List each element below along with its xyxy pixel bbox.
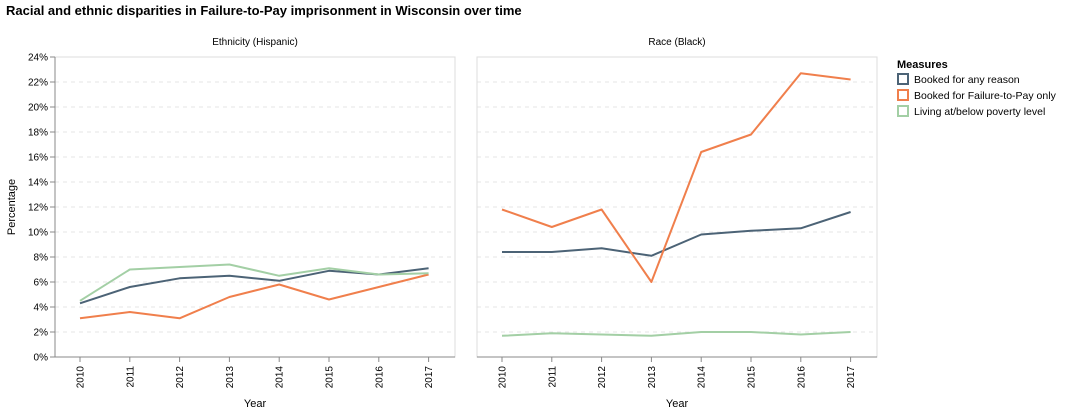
x-tick-label: 2010 [76,366,87,389]
chart-panels: Ethnicity (Hispanic) 0% 2% 4% 6% 8% 10% 12% 14% 1… [6,37,878,410]
y-axis-title: Percentage [6,179,18,235]
y-tick-label: 2% [34,328,49,339]
x-tick-label: 2013 [647,366,658,389]
x-tick-label: 2016 [374,366,385,389]
y-tick-label: 10% [28,228,48,239]
panel-title: Race (Black) [648,37,705,48]
legend-label-booked-any-reason: Booked for any reason [914,74,1020,86]
y-tick-label: 20% [28,103,48,114]
x-tick-label: 2016 [796,366,807,389]
series-line-booked-any-reason [502,211,851,257]
y-tick-label: 22% [28,78,48,89]
legend-label-booked-ftp-only: Booked for Failure-to-Pay only [914,90,1057,102]
x-tick-label: 2014 [697,366,708,389]
x-tick-label: 2015 [747,366,758,389]
x-tick-label: 2011 [547,366,558,388]
x-tick-label: 2010 [498,366,509,389]
x-tick-label: 2012 [175,366,186,389]
x-tick-label: 2015 [325,366,336,389]
series-line-booked-ftp-only [79,273,429,320]
y-tick-label: 6% [34,278,49,289]
legend-swatch-booked-any-reason [897,73,909,85]
y-tick-label: 12% [28,203,48,214]
y-tick-label: 0% [34,353,49,364]
legend: Measures Booked for any reason Booked for … [897,59,1057,118]
legend-label-poverty-level: Living at/below poverty level [914,106,1045,118]
chart-title: Racial and ethnic disparities in Failure… [6,3,522,18]
series-line-poverty-level [501,331,851,337]
x-tick-label: 2017 [846,366,857,389]
series-line-poverty-level [79,263,429,302]
series-line-booked-ftp-only [501,72,851,283]
x-tick-label: 2014 [275,366,286,389]
x-tick-label: 2017 [424,366,435,389]
x-axis-title: Year [244,398,267,410]
panel-black: Race (Black) 2010 2011 2012 2013 2014 2015 2016… [476,37,878,410]
panel-title: Ethnicity (Hispanic) [212,37,298,48]
y-tick-label: 24% [28,53,48,64]
y-tick-label: 18% [28,128,48,139]
y-tick-label: 16% [28,153,48,164]
legend-swatch-booked-ftp-only [897,89,909,101]
y-tick-label: 4% [34,303,49,314]
x-axis-title: Year [666,398,689,410]
legend-swatch-poverty-level [897,105,909,117]
x-tick-label: 2013 [225,366,236,389]
x-tick-label: 2011 [125,366,136,388]
y-tick-label: 8% [34,253,49,264]
x-tick-label: 2012 [597,366,608,389]
legend-title: Measures [897,59,948,71]
panel-hispanic: Ethnicity (Hispanic) 0% 2% 4% 6% 8% 10% 12% 14% 1… [6,37,456,410]
y-tick-label: 14% [28,178,48,189]
